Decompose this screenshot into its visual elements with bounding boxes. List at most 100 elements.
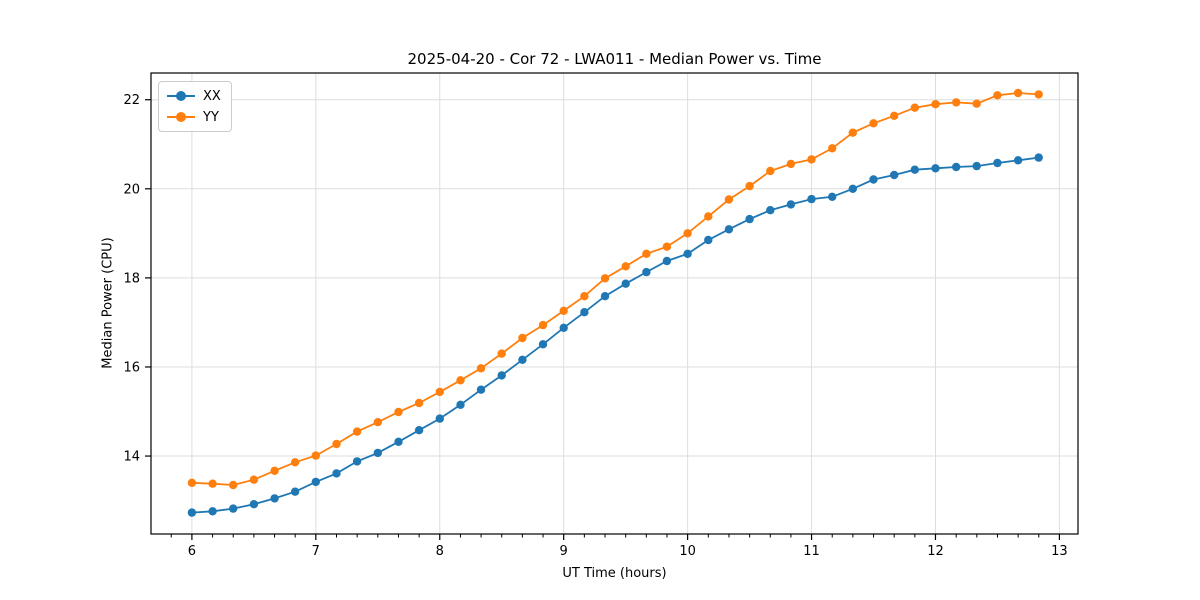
legend-label-xx: XX	[203, 88, 221, 104]
series-YY-point	[332, 439, 341, 449]
series-XX-point	[332, 469, 341, 478]
series-YY-point	[559, 306, 568, 315]
series-YY-point	[249, 475, 259, 484]
series-YY-point	[414, 398, 424, 408]
series-XX-point	[683, 249, 692, 258]
series-YY-point	[972, 99, 981, 108]
plot-frame	[150, 72, 1079, 535]
series-YY-point	[683, 229, 692, 238]
x-tick-label: 13	[1051, 544, 1068, 559]
x-tick-label: 6	[188, 544, 196, 559]
series-XX-point	[766, 206, 775, 215]
series-YY-point	[373, 418, 382, 427]
series-XX-point	[208, 507, 217, 516]
series-YY-point	[394, 407, 403, 417]
series-YY-point	[828, 144, 837, 153]
series-YY-point	[745, 181, 754, 191]
series-YY-point	[580, 292, 589, 301]
x-tick-label: 11	[803, 544, 820, 559]
legend-item-xx: XX	[167, 87, 221, 105]
series-XX-point	[249, 500, 259, 509]
series-YY-point	[311, 451, 320, 460]
series-YY-point	[290, 458, 300, 467]
series-XX-point	[476, 385, 486, 394]
series-YY-point	[187, 478, 197, 487]
series-XX-point	[538, 340, 548, 349]
series-YY-point	[435, 387, 444, 397]
legend-item-yy: YY	[167, 108, 221, 126]
series-XX-point	[1013, 156, 1023, 165]
chart-title: 2025-04-20 - Cor 72 - LWA011 - Median Po…	[407, 50, 822, 68]
series-YY-point	[352, 427, 362, 436]
series-YY-point	[766, 166, 775, 176]
series-XX-point	[724, 225, 734, 234]
series-YY-point	[807, 155, 816, 164]
x-tick-label: 7	[312, 544, 320, 559]
series-YY-point	[1013, 88, 1023, 98]
series-YY-point	[621, 262, 630, 271]
x-tick-label: 12	[927, 544, 944, 559]
y-tick-label: 22	[123, 93, 140, 108]
series-XX-point	[704, 235, 713, 245]
series-XX-point	[745, 214, 754, 224]
series-XX-point	[435, 414, 444, 423]
series-XX-point	[869, 175, 878, 184]
series-XX-point	[600, 292, 610, 301]
series-YY-point	[869, 119, 878, 128]
series-YY-point	[270, 466, 279, 475]
xx-line-marker-icon	[167, 91, 195, 101]
series-YY-point	[662, 242, 672, 251]
series-XX-point	[187, 508, 197, 517]
series-XX-point	[270, 494, 279, 503]
x-tick-label: 8	[436, 544, 444, 559]
y-tick-label: 14	[123, 450, 140, 465]
series-XX-point	[642, 267, 651, 277]
series-XX-point	[518, 355, 527, 364]
series-YY-point	[1034, 90, 1043, 99]
series-YY-point	[704, 212, 713, 221]
y-tick-label: 16	[123, 360, 140, 375]
series-XX-point	[414, 426, 424, 435]
series-YY-point	[476, 364, 486, 373]
series-XX-point	[621, 279, 630, 288]
series-XX-point	[394, 437, 403, 446]
series-YY-point	[518, 333, 527, 343]
yy-line-marker-icon	[167, 112, 195, 122]
series-XX-point	[848, 184, 857, 193]
x-tick-label: 9	[560, 544, 568, 559]
series-XX-point	[931, 164, 940, 173]
series-XX-point	[229, 504, 238, 513]
series-XX-point	[1034, 153, 1043, 162]
x-axis-label: UT Time (hours)	[562, 566, 667, 581]
y-tick-label: 20	[123, 182, 140, 197]
series-XX-point	[807, 194, 816, 204]
series-XX-point	[910, 165, 919, 174]
series-YY-point	[208, 479, 217, 488]
series-XX-point	[580, 308, 589, 317]
series-YY-point	[538, 320, 548, 330]
series-YY-point	[786, 159, 796, 169]
series-XX-point	[559, 323, 568, 332]
series-XX-line	[191, 156, 1039, 514]
series-YY-point	[600, 274, 610, 283]
series-YY-point	[497, 349, 506, 358]
series-YY-point	[848, 128, 857, 137]
series-YY-point	[456, 376, 465, 385]
series-YY-point	[910, 103, 919, 112]
series-YY-point	[642, 249, 651, 258]
series-XX-point	[352, 457, 362, 466]
series-YY-point	[952, 98, 961, 107]
legend: XX YY	[158, 81, 232, 132]
series-XX-point	[972, 161, 981, 171]
y-axis-label: Median Power (CPU)	[100, 237, 116, 369]
series-XX-point	[828, 192, 837, 201]
x-tick-label: 10	[679, 544, 696, 559]
series-XX-point	[952, 162, 961, 172]
legend-label-yy: YY	[203, 109, 219, 125]
y-tick-label: 18	[123, 271, 140, 286]
series-YY-point	[724, 195, 734, 204]
series-XX-point	[890, 170, 899, 180]
series-XX-point	[311, 477, 320, 487]
